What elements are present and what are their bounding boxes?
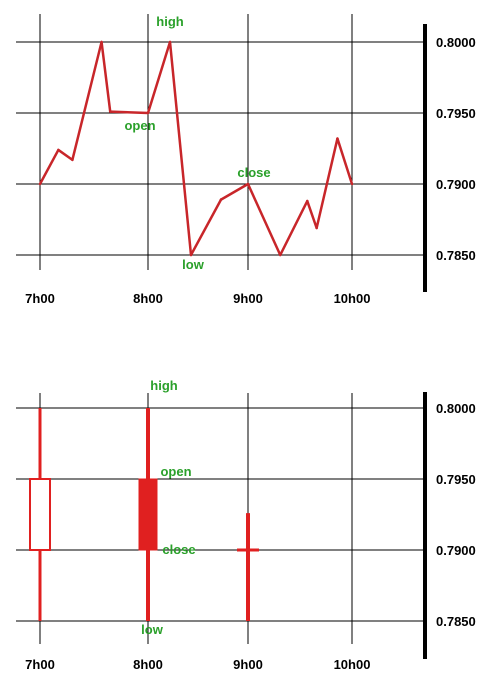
line-chart: 0.8000 0.7950 0.7900 0.7850 7h00 8h00 9h00 10h0… [16,14,476,306]
annotation-close: close [162,542,195,557]
price-line-segment [278,199,309,257]
x-tick-label: 7h00 [25,657,55,672]
y-tick-label: 0.8000 [436,401,476,416]
price-line-segment [71,40,103,162]
price-line-segment [246,182,282,257]
x-tick-label: 8h00 [133,291,163,306]
annotation-low: low [141,622,164,637]
y-tick-label: 0.7950 [436,106,476,121]
price-line-segment [57,148,74,162]
x-tick-label: 10h00 [334,657,371,672]
y-tick-label: 0.7900 [436,177,476,192]
y-tick-label: 0.7900 [436,543,476,558]
y-tick-label: 0.7850 [436,614,476,629]
price-line-segment [168,40,193,257]
x-tick-label: 9h00 [233,291,263,306]
candlestick-chart: 0.8000 0.7950 0.7900 0.7850 7h00 8h00 9h00 10h0… [16,378,476,672]
price-line-segment [38,148,60,186]
price-line-segment [219,182,250,201]
x-tick-label: 7h00 [25,291,55,306]
price-line-segment [336,137,354,186]
price-line-segment [306,199,318,230]
annotation-low: low [182,257,205,272]
price-line-segment [100,40,112,113]
x-tick-label: 8h00 [133,657,163,672]
candle-body [29,478,51,551]
price-line-segment [146,40,172,115]
annotation-close: close [237,165,270,180]
annotation-high: high [156,14,183,29]
annotation-open: open [124,118,155,133]
y-tick-label: 0.7950 [436,472,476,487]
candle-body [138,478,158,551]
annotation-open: open [160,464,191,479]
price-line-segment [315,137,339,230]
price-line-segment [108,110,150,115]
annotation-high: high [150,378,177,393]
x-tick-label: 9h00 [233,657,263,672]
y-tick-label: 0.8000 [436,35,476,50]
y-tick-label: 0.7850 [436,248,476,263]
price-line-segment [189,198,223,257]
x-tick-label: 10h00 [334,291,371,306]
